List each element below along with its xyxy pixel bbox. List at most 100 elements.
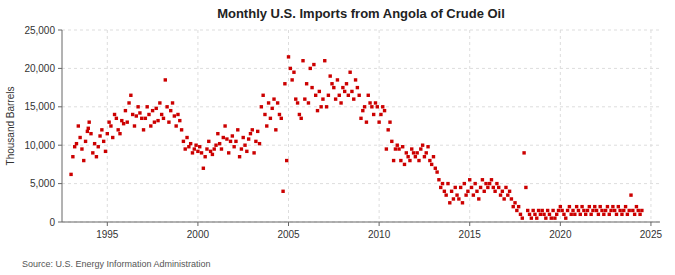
point — [116, 128, 119, 131]
point — [570, 213, 573, 216]
point — [606, 205, 609, 208]
point — [104, 150, 107, 153]
point — [397, 147, 400, 150]
y-grid-line — [62, 183, 660, 184]
point — [127, 101, 130, 104]
point — [126, 120, 129, 123]
point — [615, 213, 618, 216]
point — [588, 205, 591, 208]
x-tick — [650, 222, 651, 226]
y-tick — [58, 106, 62, 107]
point — [405, 151, 408, 154]
point — [481, 178, 484, 181]
point — [495, 182, 498, 185]
point — [379, 113, 382, 116]
point — [160, 113, 163, 116]
y-tick-label: 10,000 — [24, 140, 55, 151]
point — [559, 205, 562, 208]
point — [238, 155, 241, 158]
point — [633, 213, 636, 216]
point — [236, 128, 239, 131]
point — [486, 186, 489, 189]
x-tick-label: 2015 — [459, 229, 482, 240]
point — [271, 107, 274, 110]
point — [198, 145, 201, 148]
point — [595, 209, 598, 212]
point — [196, 150, 199, 153]
point — [526, 209, 529, 212]
point — [310, 86, 313, 89]
point — [454, 186, 457, 189]
point — [86, 130, 89, 133]
point — [414, 155, 417, 158]
point — [122, 122, 125, 125]
point — [321, 97, 324, 100]
y-axis-label: Thousand Barrels — [5, 87, 16, 166]
point — [269, 117, 272, 120]
point — [613, 209, 616, 212]
point — [638, 213, 641, 216]
x-axis-line — [62, 222, 660, 223]
point — [223, 124, 226, 127]
point — [240, 147, 243, 150]
point — [504, 186, 507, 189]
y-tick — [58, 222, 62, 223]
point — [490, 178, 493, 181]
point — [292, 71, 295, 74]
point — [620, 213, 623, 216]
point — [589, 213, 592, 216]
point — [450, 190, 453, 193]
points — [69, 55, 643, 220]
y-grid-line — [62, 30, 660, 31]
point — [425, 151, 428, 154]
point — [359, 117, 362, 120]
point — [376, 105, 379, 108]
point — [305, 82, 308, 85]
point — [370, 105, 373, 108]
point — [216, 132, 219, 135]
point — [227, 151, 230, 154]
point — [448, 201, 451, 204]
point — [100, 128, 103, 131]
point — [307, 101, 310, 104]
point — [566, 209, 569, 212]
point — [488, 182, 491, 185]
point — [251, 128, 254, 131]
point — [191, 151, 194, 154]
y-grid-line — [62, 106, 660, 107]
point — [289, 67, 292, 70]
point — [544, 216, 547, 219]
point — [278, 113, 281, 116]
y-tick — [58, 145, 62, 146]
point — [97, 145, 100, 148]
point — [89, 132, 92, 135]
point — [133, 124, 136, 127]
point — [530, 216, 533, 219]
point — [459, 186, 462, 189]
point — [260, 105, 263, 108]
point — [319, 105, 322, 108]
point — [330, 82, 333, 85]
point — [345, 82, 348, 85]
point — [225, 137, 228, 140]
x-grid-line — [560, 30, 561, 222]
point — [254, 140, 257, 143]
point — [618, 209, 621, 212]
point — [617, 205, 620, 208]
point — [368, 101, 371, 104]
point — [231, 134, 234, 137]
point — [550, 216, 553, 219]
point — [203, 155, 206, 158]
point — [111, 136, 114, 139]
point — [153, 120, 156, 123]
point — [80, 147, 83, 150]
point — [461, 201, 464, 204]
point — [263, 113, 266, 116]
point — [87, 120, 90, 123]
y-tick-label: 0 — [49, 217, 55, 228]
point — [401, 145, 404, 148]
point — [95, 155, 98, 158]
y-tick-label: 5,000 — [30, 178, 55, 189]
point — [136, 105, 139, 108]
point — [626, 213, 629, 216]
